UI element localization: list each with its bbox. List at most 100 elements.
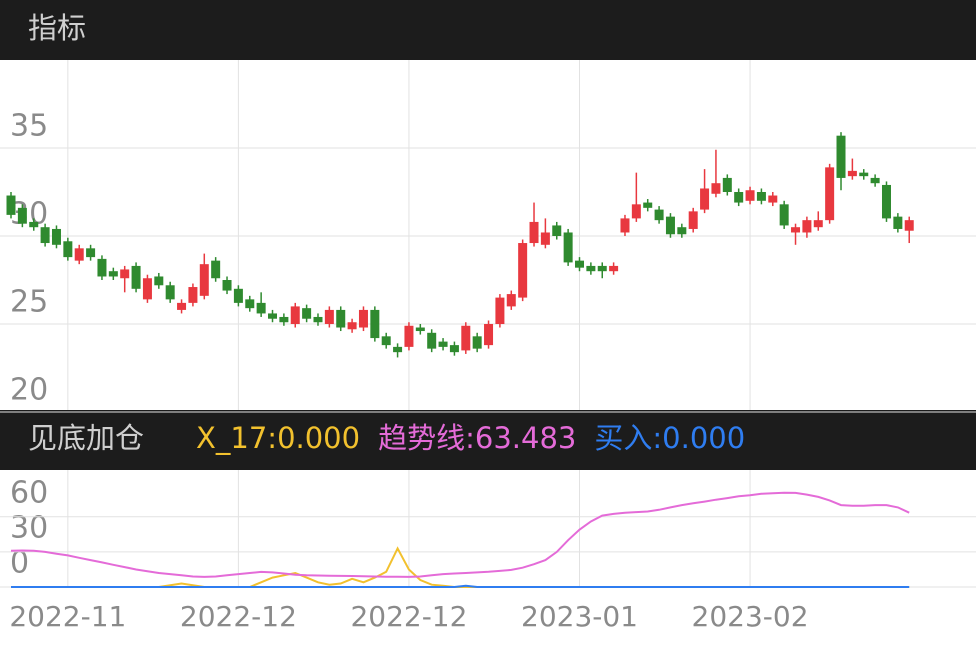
candle-body [29, 221, 39, 228]
candle-body [438, 341, 448, 347]
y-tick-label: 30 [10, 510, 48, 545]
candle-body [370, 309, 380, 339]
legend-sep: : [652, 421, 662, 455]
candle-body [415, 327, 425, 332]
candle-body [40, 227, 50, 244]
candle-body [142, 278, 152, 300]
candle-body [711, 183, 721, 194]
y-tick-label: 25 [10, 285, 48, 320]
candle-body [358, 309, 368, 328]
legend-value: 0.000 [277, 421, 360, 455]
candle-body [74, 248, 84, 261]
candle-body [188, 287, 198, 303]
header-bar [0, 0, 976, 60]
x-tick-label: 2022-12 [180, 600, 297, 633]
candle-body [734, 192, 744, 203]
indicator-line [11, 584, 910, 588]
header-title: 指标 [28, 11, 86, 45]
x-tick-label: 2022-11 [9, 600, 126, 633]
candle-body [177, 302, 187, 310]
candle-body [586, 265, 596, 272]
candle-body [245, 299, 255, 309]
candle-body [597, 265, 607, 272]
candle-body [540, 232, 550, 245]
candle-body [859, 172, 869, 177]
candle-body [620, 218, 630, 233]
candle-body [313, 316, 323, 323]
candle-body [211, 260, 221, 279]
indicator-line [11, 546, 910, 588]
candle-body [529, 221, 539, 244]
candle-body [472, 336, 482, 349]
candle-body [131, 265, 141, 289]
candle-body [199, 264, 209, 296]
legend-text: X_17:0.000 趋势线:63.483 买入:0.000 [196, 421, 745, 455]
candle-body [688, 211, 698, 229]
candle-body [108, 271, 118, 277]
legend: X_17:0.000 趋势线:63.483 买入:0.000 [196, 421, 745, 455]
candle-body [700, 188, 710, 210]
candle-body [643, 202, 653, 208]
candle-body [97, 258, 107, 277]
candle-body [495, 297, 505, 324]
candle-body [279, 316, 289, 323]
y-tick-label: 0 [10, 546, 29, 581]
indicator-bar [0, 410, 976, 470]
candle-body [6, 195, 16, 215]
candle-body [791, 227, 801, 233]
candle-body [779, 204, 789, 226]
candle-body [449, 345, 459, 353]
candle-body [893, 216, 903, 229]
candle-body [768, 195, 778, 203]
candle-body [256, 302, 266, 314]
candle-body [427, 332, 437, 349]
candle-body [870, 177, 880, 184]
legend-sep: : [465, 421, 475, 455]
y-tick-label: 35 [10, 109, 48, 144]
y-tick-label: 30 [10, 197, 48, 232]
indicator-line [10, 491, 910, 578]
legend-name: 趋势线 [378, 421, 465, 455]
candle-body [336, 309, 346, 328]
legend-value: 63.483 [475, 421, 576, 455]
legend-name: 买入 [594, 421, 652, 455]
candle-body [654, 209, 664, 221]
y-tick-label: 60 [10, 475, 48, 510]
candle-body [836, 135, 846, 178]
candle-body [461, 325, 471, 351]
candle-body [756, 192, 766, 201]
candle-body [120, 269, 130, 279]
candle-body [904, 220, 914, 231]
candle-body [302, 308, 312, 319]
candle-body [268, 313, 278, 319]
candle-body [324, 309, 334, 324]
candle-body [677, 227, 687, 235]
candle-body [665, 216, 675, 235]
legend-value: 0.000 [662, 421, 745, 455]
y-tick-label: 20 [10, 373, 48, 408]
candle-body [609, 265, 619, 272]
candle-body [17, 207, 27, 224]
candle-body [484, 324, 494, 346]
legend-sep: : [267, 421, 277, 455]
candle-body [518, 243, 528, 298]
candle-body [233, 288, 243, 303]
candle-body [825, 167, 835, 221]
candle-body [722, 177, 732, 192]
legend-name: X_17 [196, 421, 267, 455]
candle-body [575, 260, 584, 268]
candle-body [154, 276, 164, 286]
candle-body [552, 225, 562, 236]
indicator-name: 见底加仓 [28, 421, 144, 455]
candle-body [506, 294, 516, 307]
candle-body [404, 325, 414, 347]
candle-body [222, 280, 232, 291]
candle-body [51, 228, 61, 245]
candle-body [165, 285, 175, 300]
candle-body [290, 306, 300, 324]
candle-body [745, 190, 755, 201]
x-tick-label: 2023-02 [692, 600, 809, 633]
candle-body [393, 346, 403, 353]
candle-body [347, 322, 357, 330]
